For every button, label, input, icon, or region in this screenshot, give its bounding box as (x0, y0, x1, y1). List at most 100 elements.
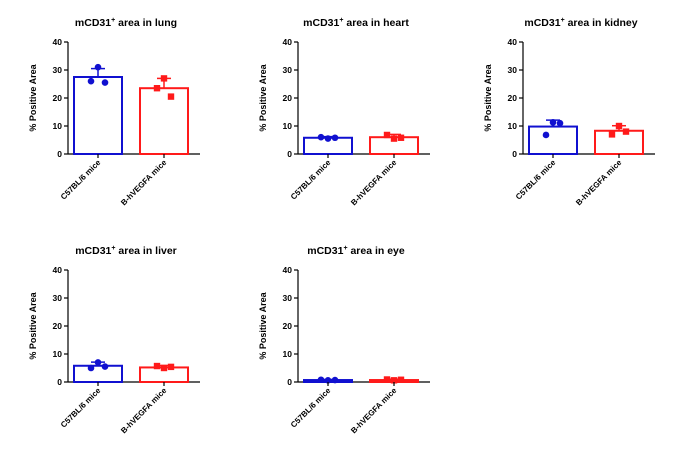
y-tick-label: 0 (287, 377, 292, 387)
data-point (324, 135, 332, 142)
data-point (549, 119, 557, 126)
chart-kidney: mCD31+ area in kidney % Positive Area 0 10 2… (455, 0, 675, 225)
x-category-label: B-hVEGFA mice (119, 386, 169, 436)
chart-lung: mCD31+ area in lung % Positive Area 0 10 20 3… (0, 0, 220, 225)
data-point (622, 128, 630, 135)
bar-c57bl6 (528, 125, 578, 155)
y-tick-label: 10 (53, 349, 63, 359)
chart-title-prefix: mCD31 (75, 17, 111, 29)
bar-c57bl6 (73, 76, 123, 155)
y-tick-label: 30 (283, 293, 293, 303)
y-tick-label: 30 (508, 65, 518, 75)
y-axis-label: % Positive Area (483, 63, 493, 131)
chart-title: mCD31+ area in kidney (524, 17, 637, 29)
y-tick-label: 10 (283, 121, 293, 131)
data-point (390, 377, 398, 384)
chart-heart: mCD31+ area in heart % Positive Area 0 10 20… (230, 0, 450, 225)
chart-title-suffix: area in kidney (565, 17, 638, 29)
chart-svg-heart: mCD31+ area in heart % Positive Area 0 10 20… (258, 17, 430, 208)
chart-title-suffix: area in eye (348, 245, 405, 257)
x-category-label: B-hVEGFA mice (119, 158, 169, 208)
chart-title: mCD31+ area in eye (307, 245, 405, 257)
chart-title-prefix: mCD31 (75, 245, 111, 257)
y-tick-label: 40 (53, 37, 63, 47)
y-tick-label: 0 (57, 149, 62, 159)
data-point (397, 376, 405, 383)
data-point (167, 363, 175, 371)
y-tick-label: 20 (283, 93, 293, 103)
y-tick-label: 20 (53, 321, 63, 331)
data-point (608, 131, 616, 138)
data-point (383, 376, 391, 383)
data-point (160, 75, 168, 82)
data-point (87, 364, 95, 372)
y-tick-label: 40 (508, 37, 518, 47)
data-point (615, 122, 623, 130)
data-point (87, 77, 95, 85)
y-tick-label: 40 (283, 37, 293, 47)
y-tick-label: 0 (287, 149, 292, 159)
bar-c57bl6 (73, 364, 123, 383)
x-category-label: B-hVEGFA mice (574, 158, 624, 208)
chart-title-prefix: mCD31 (524, 17, 560, 29)
chart-eye: mCD31+ area in eye % Positive Area 0 10 20 30… (230, 228, 450, 453)
y-tick-label: 20 (53, 93, 63, 103)
chart-liver: mCD31+ area in liver % Positive Area 0 10 20… (0, 228, 220, 453)
data-point (390, 135, 398, 142)
data-point (397, 134, 405, 141)
chart-title-sup: + (111, 245, 115, 252)
y-tick-label: 20 (283, 321, 293, 331)
data-point (101, 79, 109, 86)
chart-title-sup: + (343, 245, 347, 252)
chart-title-prefix: mCD31 (307, 245, 343, 257)
y-tick-label: 10 (53, 121, 63, 131)
data-point (94, 63, 102, 71)
x-category-label: B-hVEGFA mice (349, 386, 399, 436)
x-category-label: C57BL/6 mice (289, 158, 333, 202)
data-point (383, 131, 391, 139)
y-tick-label: 40 (283, 265, 293, 275)
x-category-label: C57BL/6 mice (514, 158, 558, 202)
bar-b-hvegfa (139, 87, 189, 155)
y-tick-label: 40 (53, 265, 63, 275)
y-axis-label: % Positive Area (28, 291, 38, 359)
chart-title-sup: + (339, 17, 343, 24)
bar-b-hvegfa (594, 129, 644, 155)
y-axis-label: % Positive Area (28, 63, 38, 131)
y-tick-label: 30 (283, 65, 293, 75)
chart-title: mCD31+ area in lung (75, 17, 177, 29)
chart-svg-lung: mCD31+ area in lung % Positive Area 0 10 20 3… (28, 17, 200, 208)
chart-title-sup: + (111, 17, 115, 24)
y-tick-label: 30 (53, 293, 63, 303)
data-point (160, 364, 168, 372)
y-tick-label: 20 (508, 93, 518, 103)
y-tick-label: 10 (283, 349, 293, 359)
x-category-label: C57BL/6 mice (289, 386, 333, 430)
y-axis-label: % Positive Area (258, 291, 268, 359)
chart-title-suffix: area in heart (343, 17, 409, 29)
chart-title-prefix: mCD31 (303, 17, 339, 29)
chart-title-sup: + (561, 17, 565, 24)
y-tick-label: 30 (53, 65, 63, 75)
data-point (331, 376, 339, 384)
x-category-label: C57BL/6 mice (59, 158, 103, 202)
data-point (167, 93, 175, 100)
y-tick-label: 10 (508, 121, 518, 131)
chart-svg-eye: mCD31+ area in eye % Positive Area 0 10 20 30… (258, 245, 430, 436)
chart-title: mCD31+ area in heart (303, 17, 409, 29)
data-point (542, 131, 550, 139)
chart-title: mCD31+ area in liver (75, 245, 177, 257)
chart-title-suffix: area in liver (115, 245, 176, 257)
y-axis-label: % Positive Area (258, 63, 268, 131)
chart-svg-kidney: mCD31+ area in kidney % Positive Area 0 10 2… (483, 17, 655, 208)
data-point (317, 376, 325, 384)
chart-title-suffix: area in lung (115, 17, 177, 29)
data-point (101, 363, 109, 370)
chart-svg-liver: mCD31+ area in liver % Positive Area 0 10 20… (28, 245, 200, 436)
x-category-label: C57BL/6 mice (59, 386, 103, 430)
y-tick-label: 0 (512, 149, 517, 159)
x-category-label: B-hVEGFA mice (349, 158, 399, 208)
data-point (153, 362, 161, 370)
y-tick-label: 0 (57, 377, 62, 387)
data-point (317, 133, 325, 141)
